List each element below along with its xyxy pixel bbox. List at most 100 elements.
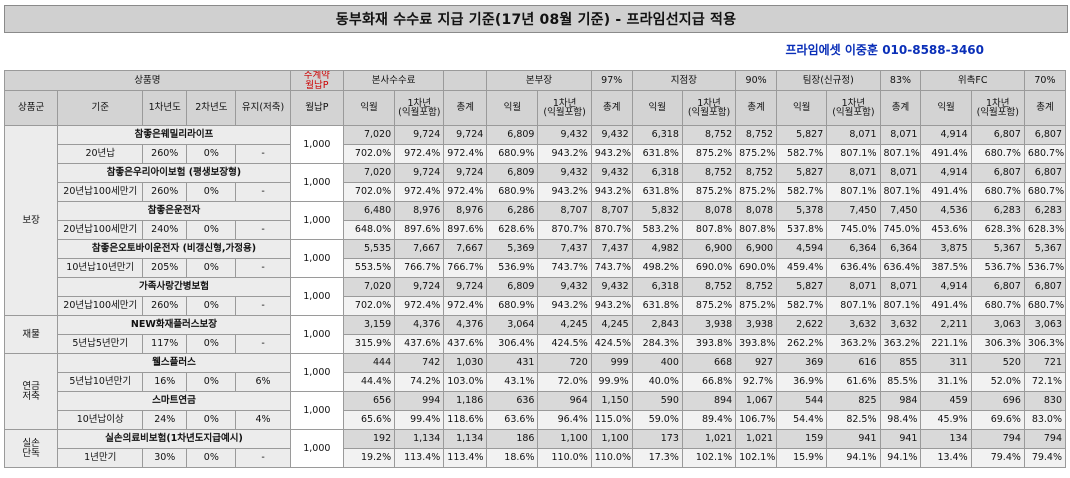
product-row: 참좋은오토바이운전자 (비갱신형,가정용) 1,000 5,535 7,667 7,66…: [5, 239, 1067, 278]
percent-cell: 85.5%: [879, 372, 922, 392]
percent-cell: 44.4%: [342, 372, 396, 392]
basis-header: 기준: [57, 90, 144, 126]
percent-cell: 807.1%: [826, 144, 881, 164]
percent-cell: 628.3%: [970, 220, 1025, 240]
percent-cell: 702.0%: [342, 296, 396, 316]
y2-cell: 0%: [186, 220, 237, 240]
amount-cell: 7,450: [826, 201, 881, 221]
amount-cell: 5,827: [776, 163, 828, 183]
channel-rate: 90%: [735, 70, 778, 91]
product-row: 스마트연금 1,000 656 994 1,186 636 964 1,150 590 894 1,…: [5, 391, 1067, 430]
title-text: 동부화재 수수료 지급 기준(17년 08월 기준) - 프라임선지급 적용: [335, 12, 737, 28]
percent-cell: 498.2%: [631, 258, 683, 278]
product-row: 참좋은운전자 1,000 6,480 8,976 8,976 6,286 8,707 8,70…: [5, 201, 1067, 240]
amount-cell: 520: [970, 353, 1025, 373]
keep-cell: 4%: [235, 410, 291, 430]
amount-cell: 8,752: [735, 163, 778, 183]
amount-cell: 6,807: [970, 277, 1025, 297]
amount-cell: 3,064: [486, 315, 539, 335]
amount-cell: 7,450: [879, 201, 922, 221]
amount-cell: 6,283: [1023, 201, 1067, 221]
amount-cell: 927: [735, 353, 778, 373]
amount-cell: 4,376: [394, 315, 445, 335]
channel-rate: 97%: [590, 70, 633, 91]
keep-cell: 6%: [235, 372, 291, 392]
col-first-year: 1차년 (익월포함): [537, 90, 592, 126]
percent-cell: 943.2%: [537, 296, 592, 316]
percent-cell: 943.2%: [537, 182, 592, 202]
product-rate-row: 20년납100세만기 260% 0% -702.0% 972.4% 972.4% 680.9…: [5, 296, 1067, 316]
amount-cell: 6,286: [486, 201, 539, 221]
y1-cell: 205%: [142, 258, 188, 278]
product-row: 보장 참좋은웨밀리라이프 1,000 7,020 9,724 9,724 6,809 9,43…: [3, 125, 1067, 316]
amount-cell: 192: [342, 429, 396, 449]
amount-cell: 8,752: [681, 277, 737, 297]
keep-cell: -: [235, 296, 291, 316]
percent-cell: 636.4%: [826, 258, 881, 278]
percent-cell: 17.3%: [631, 448, 683, 468]
amount-cell: 668: [681, 353, 737, 373]
percent-cell: 99.9%: [590, 372, 633, 392]
percent-cell: 99.4%: [394, 410, 445, 430]
amount-cell: 1,150: [590, 391, 633, 411]
amount-cell: 994: [394, 391, 445, 411]
amount-cell: 855: [879, 353, 922, 373]
percent-cell: 113.4%: [443, 448, 488, 468]
percent-cell: 807.8%: [681, 220, 737, 240]
percent-cell: 18.6%: [486, 448, 539, 468]
percent-cell: 680.7%: [970, 144, 1025, 164]
amount-cell: 173: [631, 429, 683, 449]
monthly-payment: 1,000: [289, 201, 344, 240]
keep-cell: -: [235, 258, 291, 278]
amount-cell: 825: [826, 391, 881, 411]
channel-rate: 70%: [1023, 70, 1067, 91]
product-rate-row: 20년납100세만기 240% 0% -648.0% 897.6% 897.6% 628.6…: [5, 220, 1067, 240]
percent-cell: 31.1%: [920, 372, 972, 392]
percent-cell: 437.6%: [443, 334, 488, 354]
amount-cell: 9,724: [443, 277, 488, 297]
amount-cell: 6,809: [486, 125, 539, 145]
percent-cell: 115.0%: [590, 410, 633, 430]
percent-cell: 690.0%: [681, 258, 737, 278]
col-total: 총계: [735, 90, 778, 126]
percent-cell: 306.3%: [970, 334, 1025, 354]
percent-cell: 103.0%: [443, 372, 488, 392]
percent-cell: 453.6%: [920, 220, 972, 240]
percent-cell: 743.7%: [537, 258, 592, 278]
percent-cell: 648.0%: [342, 220, 396, 240]
amount-cell: 6,364: [826, 239, 881, 259]
percent-cell: 582.7%: [776, 296, 828, 316]
product-name: 스마트연금: [57, 391, 291, 411]
amount-cell: 9,432: [537, 163, 592, 183]
monthly-payment: 1,000: [289, 239, 344, 278]
col-next-month: 익월: [486, 90, 539, 126]
percent-cell: 745.0%: [826, 220, 881, 240]
basis-cell: 1년만기: [57, 448, 144, 468]
percent-cell: 40.0%: [631, 372, 683, 392]
percent-cell: 52.0%: [970, 372, 1025, 392]
y1-cell: 260%: [142, 296, 188, 316]
percent-cell: 387.5%: [920, 258, 972, 278]
percent-cell: 631.8%: [631, 296, 683, 316]
amount-cell: 721: [1023, 353, 1067, 373]
channel-rate: 83%: [879, 70, 922, 91]
amount-cell: 984: [879, 391, 922, 411]
group-label: 연금 저축: [3, 353, 59, 430]
percent-cell: 74.2%: [394, 372, 445, 392]
percent-cell: 89.4%: [681, 410, 737, 430]
keep-cell: -: [235, 182, 291, 202]
percent-cell: 875.2%: [681, 144, 737, 164]
percent-cell: 536.7%: [970, 258, 1025, 278]
amount-cell: 1,100: [590, 429, 633, 449]
percent-cell: 636.4%: [879, 258, 922, 278]
amount-cell: 444: [342, 353, 396, 373]
amount-cell: 941: [826, 429, 881, 449]
amount-cell: 5,535: [342, 239, 396, 259]
percent-cell: 897.6%: [443, 220, 488, 240]
product-name: 실손의료비보험(1차년도지급예시): [57, 429, 291, 449]
amount-cell: 9,432: [590, 163, 633, 183]
percent-cell: 628.6%: [486, 220, 539, 240]
basis-cell: 20년납: [57, 144, 144, 164]
amount-cell: 1,021: [735, 429, 778, 449]
percent-cell: 943.2%: [590, 296, 633, 316]
